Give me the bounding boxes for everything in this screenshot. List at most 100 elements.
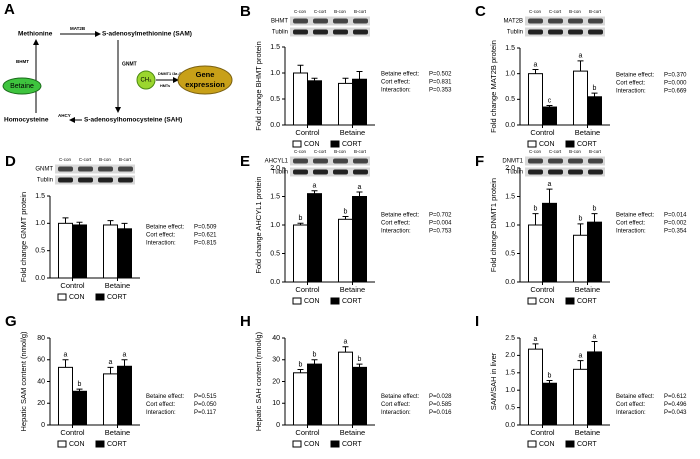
error-bar	[76, 221, 83, 225]
x-tick-label: Betaine	[340, 128, 365, 137]
chart-panel: C C-con C-cort B-con B-cort MAT2B Tublin 0.0 0.5…	[475, 3, 687, 148]
y-axis-label: Fold change DNMT1 protein	[489, 178, 498, 272]
legend-swatch	[95, 440, 105, 448]
stat-value: P=0.702	[429, 213, 452, 219]
bar	[542, 106, 557, 126]
significance-letter: a	[579, 53, 583, 60]
legend-swatch	[330, 140, 340, 148]
significance-letter: a	[534, 336, 538, 343]
y-tick-label: 0.5	[35, 248, 45, 255]
y-tick-label: 40	[272, 335, 280, 342]
blot-band	[313, 169, 328, 175]
blot-strip	[525, 16, 605, 26]
y-tick-label: 10	[272, 400, 280, 407]
y-tick-label: 1.5	[35, 193, 45, 200]
blot-strip	[290, 167, 370, 177]
blot-band	[588, 169, 603, 175]
stat-label: Interaction:	[616, 89, 646, 95]
x-tick-label: Control	[530, 428, 555, 437]
node-methionine: Methionine	[18, 31, 53, 38]
bar	[293, 372, 308, 426]
stat-value: P=0.014	[664, 213, 687, 219]
y-tick-label: 1.5	[270, 44, 280, 51]
stat-value: P=0.502	[429, 72, 452, 78]
y-tick-label: 1.0	[35, 220, 45, 227]
y-tick-label: 1.0	[270, 70, 280, 77]
stat-value: P=0.612	[664, 394, 687, 400]
blot-band	[313, 18, 328, 24]
stat-label: Betaine effect:	[381, 72, 420, 78]
significance-letter: b	[299, 361, 303, 368]
bar	[117, 365, 132, 426]
lane-label: B-con	[569, 149, 581, 154]
stat-label: Betaine effect:	[146, 394, 185, 400]
blot-band	[568, 169, 583, 175]
blot-row-label: Tublin	[272, 170, 288, 176]
lane-label: C-con	[529, 9, 542, 14]
stat-label: Cort effect:	[381, 80, 411, 86]
bar	[338, 218, 353, 283]
blot-band	[548, 158, 563, 164]
stat-label: Interaction:	[381, 410, 411, 416]
stat-label: Cort effect:	[616, 221, 646, 227]
significance-letter: a	[593, 333, 597, 340]
blot-band	[98, 166, 113, 172]
legend-label: CORT	[577, 298, 597, 305]
stat-value: P=0.002	[664, 221, 687, 227]
stat-value: P=0.669	[664, 89, 687, 95]
panel-letter: F	[475, 153, 484, 170]
lane-label: B-cort	[119, 157, 132, 162]
x-tick-label: Betaine	[575, 128, 600, 137]
blot-band	[78, 166, 93, 172]
error-bar	[297, 222, 304, 225]
legend-swatch	[292, 140, 302, 148]
panel-letter: D	[5, 153, 16, 170]
betaine-shape	[2, 77, 42, 95]
lane-label: B-con	[99, 157, 111, 162]
blot-band	[58, 177, 73, 183]
blot-band	[528, 29, 543, 35]
stat-label: Interaction:	[381, 88, 411, 94]
bar	[587, 96, 602, 126]
y-tick-label: 2.0	[270, 165, 280, 172]
significance-letter: b	[579, 216, 583, 223]
legend-label: CON	[69, 294, 85, 301]
stat-label: Interaction:	[616, 229, 646, 235]
y-axis-label: Fold change GNMT protein	[19, 192, 28, 282]
panel-letter: I	[475, 313, 479, 330]
stat-label: Interaction:	[146, 410, 176, 416]
panel-letter: A	[4, 1, 15, 18]
bar	[352, 196, 367, 283]
stat-value: P=0.016	[429, 410, 452, 416]
lane-label: B-con	[569, 9, 581, 14]
y-tick-label: 0.5	[505, 250, 515, 257]
stat-label: Cort effect:	[146, 402, 176, 408]
significance-letter: a	[358, 184, 362, 191]
y-tick-label: 20	[37, 400, 45, 407]
legend-label: CON	[539, 298, 555, 305]
error-bar	[546, 188, 553, 204]
error-bar	[76, 388, 83, 392]
error-bar	[62, 217, 69, 224]
significance-letter: a	[534, 61, 538, 68]
blot-band	[548, 169, 563, 175]
bar	[542, 202, 557, 283]
legend-swatch	[527, 440, 537, 448]
error-bar	[311, 77, 318, 81]
significance-letter: b	[534, 205, 538, 212]
blot-band	[333, 158, 348, 164]
legend-swatch	[292, 297, 302, 305]
stat-label: Interaction:	[616, 410, 646, 416]
error-bar	[342, 346, 349, 353]
error-bar	[577, 60, 584, 72]
lane-label: C-cort	[79, 157, 92, 162]
blot-band	[548, 18, 563, 24]
enzyme-label: MAT2B	[70, 26, 86, 31]
blot-band	[588, 29, 603, 35]
error-bar	[356, 70, 363, 80]
y-tick-label: 0.0	[505, 279, 515, 286]
legend-label: CON	[539, 441, 555, 448]
legend-label: CORT	[577, 441, 597, 448]
significance-letter: a	[548, 181, 552, 188]
